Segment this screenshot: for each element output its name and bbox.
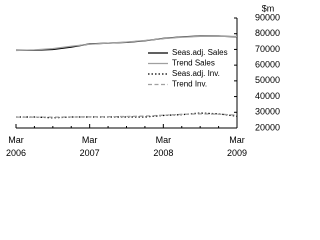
x-tick-label: Mar 2006 <box>5 135 27 158</box>
y-tick-label: 50000 <box>255 75 280 85</box>
chart-container: $m 20000 30000 40000 50000 60000 70000 80000 90… <box>5 3 280 158</box>
series-line <box>16 113 238 118</box>
y-tick-label: 30000 <box>255 107 280 117</box>
legend-label: Trend Sales <box>172 59 215 68</box>
y-tick-label: 20000 <box>255 122 280 132</box>
series-line <box>15 35 238 52</box>
y-tick-label: 90000 <box>255 12 280 22</box>
y-tick-label: 60000 <box>255 60 280 70</box>
legend-label: Seas.adj. Inv. <box>172 69 220 78</box>
x-tick-label: Mar 2009 <box>226 135 248 158</box>
x-tick-label: Mar 2008 <box>153 135 174 158</box>
y-tick-label: 80000 <box>255 28 280 38</box>
y-tick-label: 70000 <box>255 44 280 54</box>
y-axis-unit: $m <box>262 3 275 13</box>
x-tick-label: Mar 2007 <box>79 135 100 158</box>
chart: $m 20000 30000 40000 50000 60000 70000 80000 90… <box>15 3 280 132</box>
y-tick-label: 40000 <box>255 91 280 101</box>
legend-label: Trend Inv. <box>172 80 207 89</box>
legend-label: Seas.adj. Sales <box>172 48 228 57</box>
